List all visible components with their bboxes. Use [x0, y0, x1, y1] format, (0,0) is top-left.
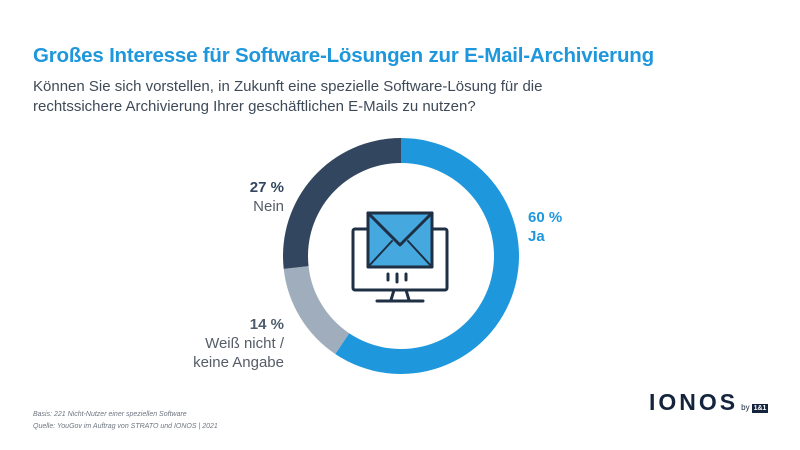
label-ja-name: Ja	[528, 228, 545, 245]
label-nein: 27 % Nein	[250, 178, 284, 216]
donut-slices	[282, 138, 519, 374]
donut-slice-ja	[335, 138, 519, 374]
label-ja: 60 % Ja	[528, 208, 562, 246]
donut-slice-wei-nicht-keine-angabe	[283, 266, 350, 354]
label-weiss-nicht: 14 % Weiß nicht / keine Angabe	[193, 315, 284, 372]
donut-slice-nein	[282, 138, 401, 269]
label-weiss-nicht-line2: keine Angabe	[193, 354, 284, 371]
ionos-logo: IONOS by 1&1	[649, 389, 769, 416]
chart-title: Großes Interesse für Software-Lösungen z…	[33, 44, 654, 67]
label-weiss-nicht-line1: Weiß nicht /	[205, 335, 284, 352]
label-weiss-nicht-value: 14 %	[249, 316, 284, 333]
label-nein-name: Nein	[253, 198, 284, 215]
logo-wordmark: IONOS	[649, 389, 739, 415]
footnote-basis: Basis: 221 Nicht-Nutzer einer speziellen…	[33, 411, 187, 418]
computer-monitor-mail-icon	[351, 211, 449, 303]
logo-1und1: 1&1	[751, 404, 769, 413]
logo-by: by	[741, 403, 750, 412]
label-ja-value: 60 %	[528, 209, 563, 226]
footnote-quelle: Quelle: YouGov im Auftrag von STRATO und…	[33, 423, 218, 430]
chart-subtitle: Können Sie sich vorstellen, in Zukunft e…	[33, 78, 543, 115]
label-nein-value: 27 %	[249, 179, 284, 196]
